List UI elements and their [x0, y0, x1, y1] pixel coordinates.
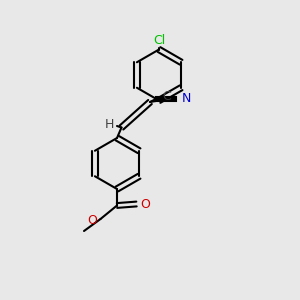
- Text: O: O: [87, 214, 97, 227]
- Text: O: O: [140, 197, 150, 211]
- Text: C: C: [162, 90, 171, 103]
- Text: N: N: [182, 92, 191, 105]
- Text: H: H: [105, 118, 114, 131]
- Text: Cl: Cl: [153, 34, 165, 46]
